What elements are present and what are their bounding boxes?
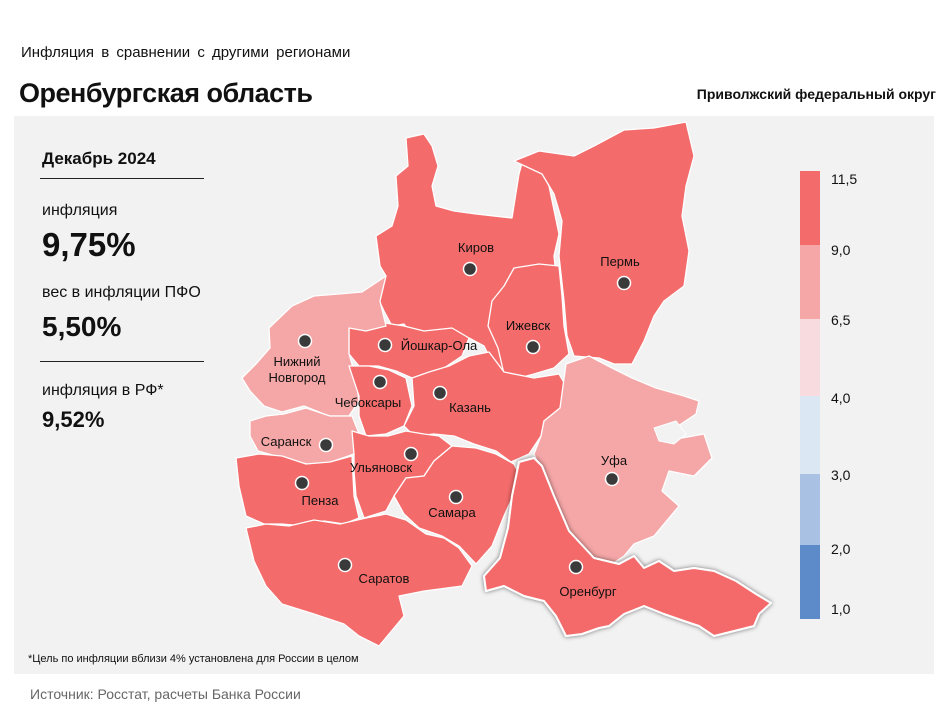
region-saratov — [245, 513, 473, 647]
city-label: Нижний Новгород — [269, 354, 326, 385]
city-marker — [377, 337, 393, 353]
city-label: Чебоксары — [335, 395, 402, 410]
city-label: Ульяновск — [350, 460, 412, 475]
city-marker — [448, 489, 464, 505]
city-label: Саратов — [359, 571, 410, 586]
region-orenburg — [483, 457, 772, 637]
legend-swatch-high — [800, 171, 820, 245]
page-title: Оренбургская область — [19, 78, 313, 108]
city-label: Пермь — [600, 254, 640, 269]
city-marker — [604, 471, 620, 487]
city-marker — [568, 559, 584, 575]
legend-swatch-blue-2 — [800, 474, 820, 545]
legend-swatch-blue-3 — [800, 545, 820, 619]
city-marker — [432, 385, 448, 401]
city-marker — [525, 339, 541, 355]
legend-swatch-mid — [800, 245, 820, 319]
city-marker — [294, 475, 310, 491]
lake — [653, 420, 687, 445]
inflation-value: 9,75% — [42, 226, 136, 263]
city-label: Йошкар-Ола — [401, 338, 478, 353]
legend-tick: 4,0 — [831, 390, 851, 406]
region-samara — [393, 445, 522, 565]
city-label: Самара — [428, 505, 476, 520]
region-map: Киров Пермь Ижевск Йошкар-Ола Нижний Новгород… — [235, 121, 772, 647]
weight-label: вес в инфляции ПФО — [42, 284, 201, 301]
city-marker — [372, 374, 388, 390]
city-marker — [403, 446, 419, 462]
weight-value: 5,50% — [42, 311, 122, 342]
city-marker — [462, 261, 478, 277]
city-label: Саранск — [261, 434, 312, 449]
city-marker — [337, 557, 353, 573]
legend-tick: 1,0 — [831, 601, 851, 617]
legend-tick: 6,5 — [831, 312, 851, 328]
inflation-label: инфляция — [42, 202, 118, 219]
footnote: *Цель по инфляции вблизи 4% установлена … — [28, 653, 359, 665]
region-penza — [235, 453, 360, 527]
period-label: Декабрь 2024 — [42, 149, 156, 168]
city-marker — [297, 333, 313, 349]
city-label: Киров — [458, 240, 494, 255]
legend-tick: 11,5 — [831, 171, 858, 187]
source-note: Источник: Росстат, расчеты Банка России — [30, 686, 301, 702]
city-marker — [318, 437, 334, 453]
region-perm — [513, 121, 695, 365]
subtitle: Инфляция в сравнении с другими регионами — [21, 44, 351, 61]
region-udmurtia — [487, 263, 570, 379]
city-marker — [616, 275, 632, 291]
city-label: Уфа — [601, 453, 628, 468]
divider — [40, 178, 204, 179]
rf-inflation-label: инфляция в РФ* — [42, 382, 164, 399]
city-label: Пенза — [302, 493, 340, 508]
map-panel: Декабрь 2024 инфляция 9,75% вес в инфляц… — [14, 116, 934, 674]
legend-swatch-blue-1 — [800, 396, 820, 474]
city-label: Ижевск — [506, 318, 551, 333]
legend-tick: 9,0 — [831, 242, 851, 258]
legend-swatch-low — [800, 319, 820, 396]
city-label: Казань — [449, 400, 491, 415]
legend-tick: 3,0 — [831, 467, 851, 483]
district-name: Приволжский федеральный округ — [696, 86, 936, 102]
rf-inflation-value: 9,52% — [42, 407, 105, 432]
divider — [40, 361, 204, 362]
city-label: Оренбург — [559, 584, 616, 599]
legend-tick: 2,0 — [831, 541, 851, 557]
